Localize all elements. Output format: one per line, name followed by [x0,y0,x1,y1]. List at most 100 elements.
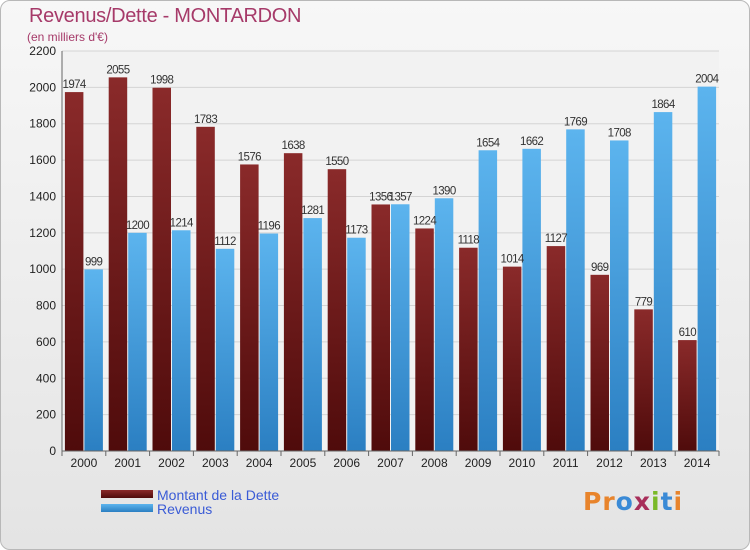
y-tick-label: 600 [36,335,56,349]
value-label-revenus: 1357 [389,191,412,203]
bar-revenus [391,204,410,451]
x-tick-label: 2014 [684,456,711,470]
x-tick-label: 2010 [509,456,536,470]
value-label-revenus: 1112 [214,236,236,248]
bar-revenus [347,237,366,451]
value-label-dette: 1638 [282,140,305,152]
bar-revenus [653,112,673,451]
x-tick-label: 2002 [158,456,185,470]
value-label-revenus: 1200 [126,220,149,232]
value-label-dette: 1998 [150,75,173,87]
x-tick-label: 2012 [596,456,623,470]
legend-label-revenus: Revenus [157,501,212,517]
x-tick-label: 2003 [202,456,229,470]
y-tick-label: 1400 [29,189,56,203]
bar-dette [371,204,390,451]
logo-letter: t [660,487,674,516]
chart-title: Revenus/Dette - MONTARDON [29,5,302,27]
bar-dette [240,164,259,452]
value-label-revenus: 1196 [258,221,281,233]
value-label-dette: 1974 [63,79,87,91]
bar-dette [634,309,653,451]
y-tick-label: 2000 [29,80,56,94]
x-tick-label: 2013 [640,456,667,470]
bar-revenus [84,269,103,451]
value-label-revenus: 2004 [695,74,719,86]
bar-revenus [610,140,629,452]
y-tick-label: 400 [36,371,56,385]
legend-label-dette: Montant de la Dette [157,487,279,503]
bar-dette [327,169,347,451]
value-label-dette: 969 [591,262,609,274]
value-label-dette: 1014 [501,254,525,266]
bar-dette [459,247,478,451]
bar-revenus [215,248,235,451]
y-tick-label: 1600 [29,153,56,167]
bar-dette [283,153,303,451]
y-tick-label: 200 [36,408,56,422]
value-label-revenus: 1662 [520,136,543,148]
plot-area [62,51,719,451]
legend-swatch-revenus [101,504,153,512]
value-label-revenus: 1769 [564,116,587,128]
x-tick-label: 2007 [377,456,404,470]
logo-letter: i [673,487,684,516]
value-label-revenus: 1173 [345,225,368,237]
x-tick-label: 2004 [246,456,273,470]
value-label-revenus: 1281 [301,205,324,217]
bar-revenus [259,233,279,451]
x-tick-label: 2006 [333,456,360,470]
bar-revenus [303,218,322,451]
value-label-revenus: 1390 [432,185,455,197]
value-label-revenus: 1708 [608,127,631,139]
bar-dette [590,274,609,451]
bar-revenus [172,230,191,451]
logo-letter: x [633,487,651,516]
proxiti-logo: Proxiti [583,487,683,516]
value-label-dette: 1127 [545,233,568,245]
value-label-dette: 1783 [194,114,217,126]
y-tick-label: 1800 [29,117,56,131]
bar-revenus [522,148,541,451]
value-label-dette: 2055 [106,64,129,76]
value-label-dette: 779 [635,296,653,308]
value-label-dette: 1576 [238,151,261,163]
y-tick-label: 800 [36,299,56,313]
x-tick-label: 2000 [71,456,98,470]
bar-dette [152,87,171,452]
bar-revenus [697,86,717,452]
x-tick-label: 2011 [553,456,579,470]
logo-letter: P [583,487,603,516]
value-label-dette: 1550 [325,156,348,168]
bar-dette [678,340,697,451]
y-tick-label: 0 [49,444,56,458]
y-tick-label: 1200 [29,226,56,240]
y-tick-label: 1000 [29,262,56,276]
bar-dette [415,228,434,451]
bar-revenus [566,129,585,451]
x-tick-label: 2009 [465,456,492,470]
x-tick-label: 2001 [114,456,141,470]
value-label-dette: 1224 [413,215,437,227]
value-label-dette: 1118 [458,235,480,247]
x-tick-label: 2008 [421,456,448,470]
value-label-dette: 610 [679,327,697,339]
bar-dette [546,246,566,451]
bar-revenus [434,198,454,451]
bar-dette [502,266,522,451]
x-tick-label: 2005 [290,456,317,470]
y-tick-label: 2200 [29,44,56,58]
legend-swatch-dette [101,490,153,498]
bar-revenus [478,150,498,452]
value-label-revenus: 1654 [476,137,500,149]
bar-dette [196,126,215,452]
bar-dette [64,92,84,451]
bar-dette [108,77,128,451]
value-label-revenus: 999 [85,256,103,268]
value-label-revenus: 1214 [170,217,194,229]
logo-letter: o [615,487,634,516]
bar-revenus [128,232,147,451]
logo-letter: r [602,487,616,516]
